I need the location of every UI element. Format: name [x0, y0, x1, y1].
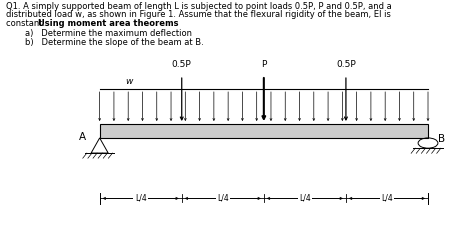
Text: P: P	[261, 60, 266, 69]
Text: distributed load w, as shown in Figure 1. Assume that the flexural rigidity of t: distributed load w, as shown in Figure 1…	[6, 11, 391, 19]
Text: L/4: L/4	[217, 194, 228, 203]
Text: L/4: L/4	[381, 194, 393, 203]
Text: L/4: L/4	[135, 194, 146, 203]
Text: B: B	[438, 134, 445, 144]
Text: constant.: constant.	[6, 19, 48, 28]
Text: b)   Determine the slope of the beam at B.: b) Determine the slope of the beam at B.	[26, 38, 204, 47]
Text: 0.5P: 0.5P	[336, 60, 356, 69]
Text: Q1. A simply supported beam of length L is subjected to point loads 0.5P, P and : Q1. A simply supported beam of length L …	[6, 2, 392, 11]
Bar	[100, 124, 428, 138]
Text: a)   Determine the maximum deflection: a) Determine the maximum deflection	[26, 29, 192, 38]
Text: 0.5P: 0.5P	[172, 60, 191, 69]
Text: w: w	[125, 77, 133, 86]
Text: A: A	[79, 132, 86, 142]
Text: L/4: L/4	[299, 194, 311, 203]
Text: Using moment area theorems: Using moment area theorems	[37, 19, 178, 28]
